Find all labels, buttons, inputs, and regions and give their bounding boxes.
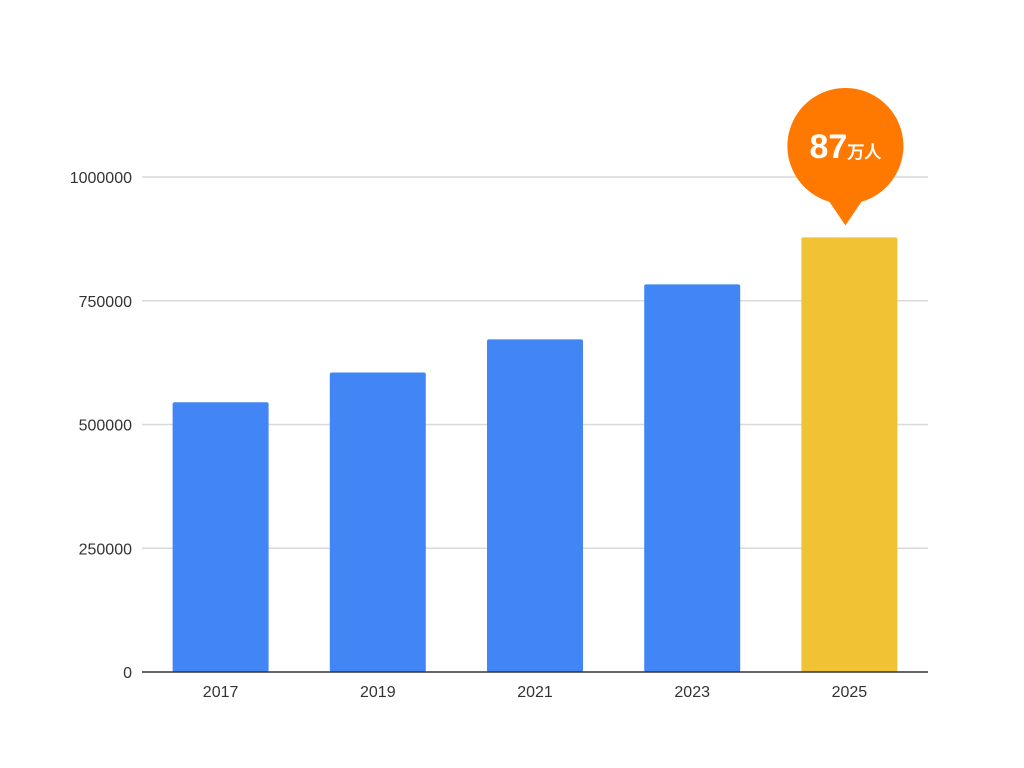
bars — [172, 237, 898, 672]
x-tick-label: 2025 — [832, 684, 868, 701]
x-axis-tick-labels: 2017 2019 2021 2023 2025 — [203, 684, 867, 701]
callout-label: 87万人 — [809, 128, 882, 166]
y-tick-label: 500000 — [79, 418, 132, 435]
bar — [644, 284, 741, 672]
callout-unit: 万人 — [846, 143, 882, 162]
callout-bubble — [787, 88, 904, 226]
x-tick-label: 2019 — [360, 684, 396, 701]
bar — [487, 339, 583, 672]
value-callout: 87万人 — [787, 88, 904, 226]
y-tick-label: 0 — [123, 665, 132, 682]
y-tick-label: 1000000 — [70, 170, 132, 187]
x-tick-label: 2021 — [517, 684, 553, 701]
x-tick-label: 2023 — [674, 684, 710, 701]
callout-number: 87 — [809, 128, 847, 166]
bar-highlighted — [801, 237, 898, 672]
y-axis-tick-labels: 0 250000 500000 750000 1000000 — [70, 170, 132, 682]
bar — [172, 402, 269, 672]
bar — [329, 372, 426, 672]
y-tick-label: 750000 — [79, 294, 132, 311]
y-tick-label: 250000 — [79, 541, 132, 558]
x-tick-label: 2017 — [203, 684, 239, 701]
